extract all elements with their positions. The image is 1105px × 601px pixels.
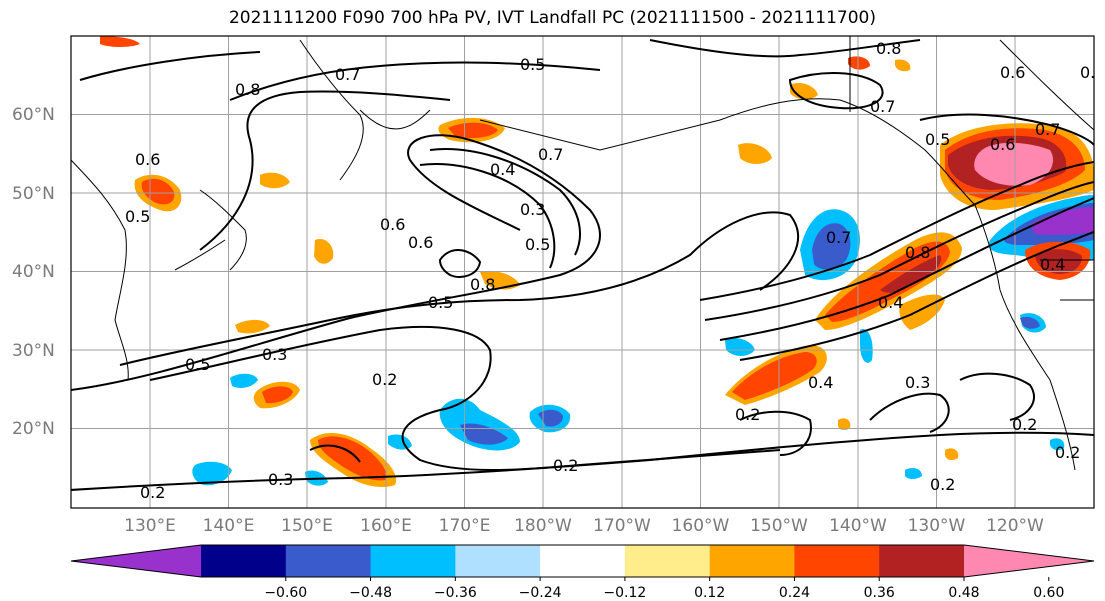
longitude-labels: 130°E 140°E 150°E 160°E 170°E 180°W 170°… xyxy=(124,516,1044,536)
lon-label: 160°E xyxy=(360,516,412,536)
lat-label: 30°N xyxy=(12,341,55,361)
colorbar: −0.60 −0.48 −0.36 −0.24 −0.12 0.12 0.24 0.36 0.4… xyxy=(70,544,1095,601)
colorbar-swatch xyxy=(624,545,711,577)
contour-label: 0.8 xyxy=(235,80,260,99)
lon-label: 170°E xyxy=(439,516,491,536)
colorbar-extend-max xyxy=(964,545,1094,577)
contour-label: 0.7 xyxy=(826,228,851,247)
colorbar-swatch xyxy=(879,545,965,577)
lon-label: 150°E xyxy=(281,516,333,536)
colorbar-swatch xyxy=(709,545,795,577)
colorbar-tick-label: 0.48 xyxy=(948,585,979,601)
colorbar-swatch xyxy=(370,545,456,577)
contour-label: 0.8 xyxy=(876,39,901,58)
lat-label: 60°N xyxy=(12,105,55,125)
contour-label: 0.4 xyxy=(808,373,833,392)
contour-label: 0.6 xyxy=(1000,63,1025,82)
colorbar-swatch xyxy=(794,545,880,577)
colorbar-tick-label: 0.36 xyxy=(864,585,895,601)
contour-label: 0.6 xyxy=(135,150,160,169)
colorbar-tick-label: 0.24 xyxy=(779,585,810,601)
lon-label: 150°W xyxy=(750,516,808,536)
contour-label: 0.2 xyxy=(372,370,397,389)
contour-label: 0.4 xyxy=(878,293,903,312)
contour-label: 0.3 xyxy=(905,373,930,392)
lon-label: 170°W xyxy=(593,516,651,536)
lat-label: 40°N xyxy=(12,262,55,282)
contour-label: 0.4 xyxy=(1040,255,1065,274)
contour-label: 0.5 xyxy=(525,235,550,254)
colorbar-swatch xyxy=(540,545,626,577)
colorbar-tick-label: −0.60 xyxy=(264,585,307,601)
colorbar-tick-label: 0.12 xyxy=(694,585,725,601)
contour-label: 0.7 xyxy=(538,145,563,164)
contour-label: 0.5 xyxy=(185,355,210,374)
contour-label: 0.6 xyxy=(408,233,433,252)
lon-label: 130°W xyxy=(908,516,966,536)
contour-label: 0.7 xyxy=(1035,120,1060,139)
map-title: 2021111200 F090 700 hPa PV, IVT Landfall… xyxy=(228,8,876,28)
contour-label: 0.5 xyxy=(520,55,545,74)
contour-label: 0.8 xyxy=(905,243,930,262)
contour-label: 0.7 xyxy=(335,65,360,84)
colorbar-swatch xyxy=(455,545,541,577)
contour-label: 0.2 xyxy=(735,405,760,424)
contour-label: 0.2 xyxy=(140,483,165,502)
contour-label: 0.5 xyxy=(125,207,150,226)
colorbar-swatch xyxy=(201,545,287,577)
map-frame xyxy=(70,35,1095,509)
lon-label: 140°E xyxy=(203,516,255,536)
colorbar-tick-label: −0.12 xyxy=(603,585,646,601)
contour-labels: 0.8 0.7 0.5 0.6 0.8 0.6 0.8 0.6 0.5 0.8 … xyxy=(125,39,1105,502)
pv-contours xyxy=(71,39,1094,491)
contour-label: 0.2 xyxy=(930,475,955,494)
colorbar-extend-min xyxy=(71,545,201,577)
contour-label: 0.8 xyxy=(470,275,495,294)
latitude-labels: 60°N 50°N 40°N 30°N 20°N xyxy=(12,105,55,439)
lon-label: 140°W xyxy=(829,516,887,536)
contour-label: 0.5 xyxy=(428,293,453,312)
colorbar-swatch xyxy=(285,545,372,577)
lat-label: 50°N xyxy=(12,184,55,204)
lon-label: 120°W xyxy=(986,516,1044,536)
lon-label: 130°E xyxy=(124,516,176,536)
contour-label: 0.2 xyxy=(1055,443,1080,462)
contour-label: 0.5 xyxy=(925,130,950,149)
contour-label: 0.3 xyxy=(268,470,293,489)
contour-label: 0.6 xyxy=(380,215,405,234)
contour-label: 0.2 xyxy=(1012,415,1037,434)
contour-label: 0.8 xyxy=(1080,63,1105,82)
colorbar-outline xyxy=(70,544,1095,578)
lat-label: 20°N xyxy=(12,419,55,439)
contour-label: 0.4 xyxy=(490,160,515,179)
contour-label: 0.6 xyxy=(990,135,1015,154)
colorbar-tick-label: 0.60 xyxy=(1033,585,1064,601)
colorbar-tick-label: −0.36 xyxy=(434,585,477,601)
contour-label: 0.3 xyxy=(262,345,287,364)
lon-label: 160°W xyxy=(672,516,730,536)
colorbar-tick-label: −0.48 xyxy=(349,585,392,601)
graticule xyxy=(71,36,1094,508)
anomaly-fills xyxy=(100,36,1094,487)
colorbar-tick-label: −0.24 xyxy=(519,585,562,601)
contour-label: 0.7 xyxy=(870,97,895,116)
contour-label: 0.2 xyxy=(553,456,578,475)
coastlines xyxy=(71,36,1094,471)
lon-label: 180°W xyxy=(514,516,572,536)
contour-label: 0.3 xyxy=(520,200,545,219)
